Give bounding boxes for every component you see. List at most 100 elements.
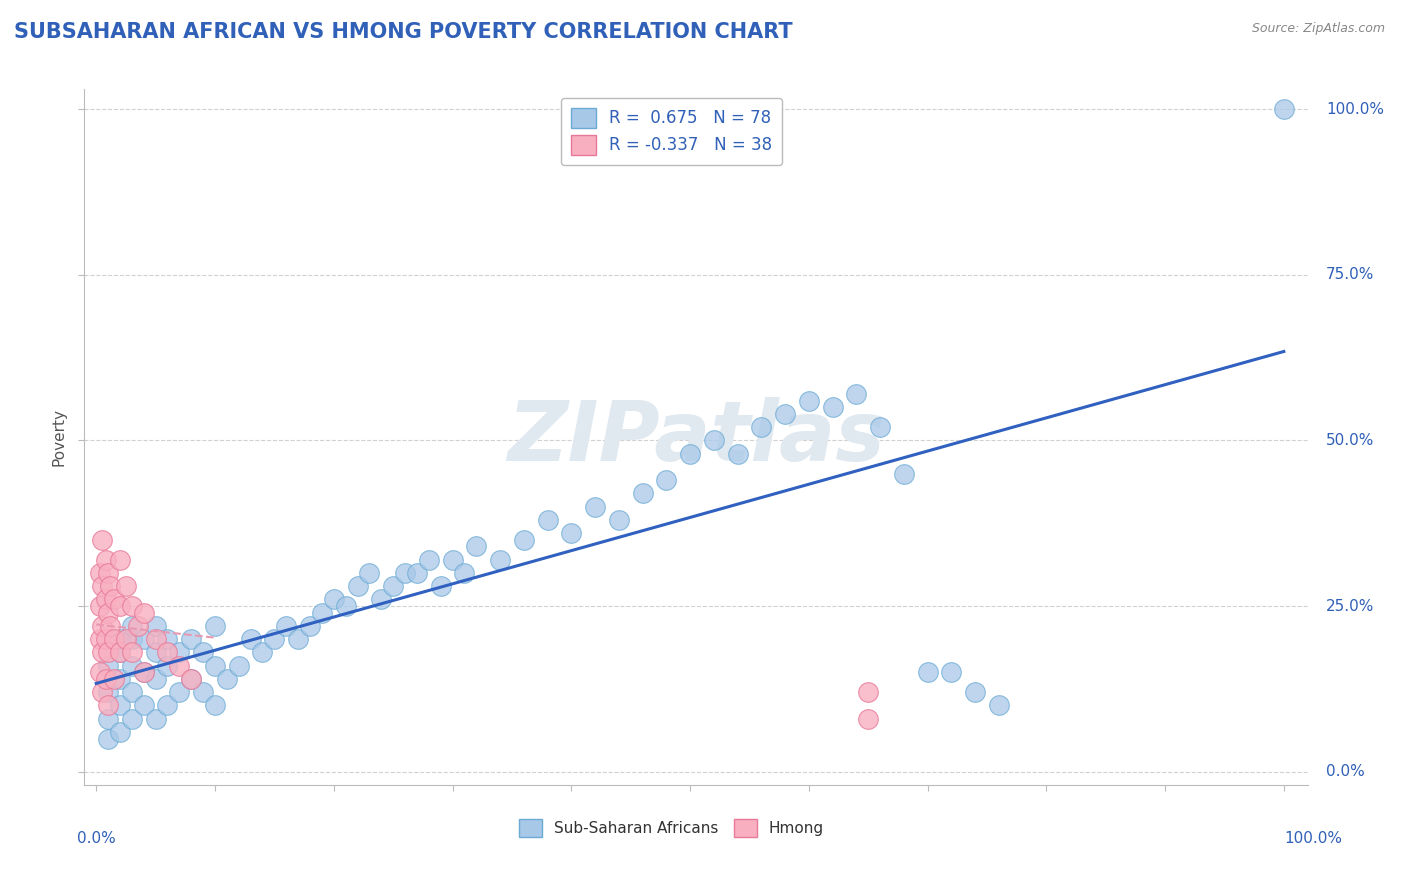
Point [845, 387, 868, 401]
Point [180, 672, 202, 686]
Point [145, 619, 167, 633]
Point [382, 579, 405, 593]
Point [252, 645, 274, 659]
Point [679, 447, 702, 461]
Point [156, 645, 179, 659]
Point [94, 632, 117, 647]
Point [453, 566, 475, 580]
Point [145, 632, 167, 647]
Point [204, 658, 226, 673]
Point [91, 619, 114, 633]
Point [121, 619, 143, 633]
Point [180, 672, 202, 686]
Point [169, 658, 191, 673]
Point [121, 658, 143, 673]
Point [311, 606, 333, 620]
Point [145, 672, 167, 686]
Point [893, 467, 915, 481]
Point [797, 393, 820, 408]
Point [132, 698, 155, 713]
Point [418, 552, 440, 566]
Point [429, 579, 451, 593]
Point [103, 672, 125, 686]
Point [108, 552, 131, 566]
Point [941, 665, 963, 680]
Point [287, 632, 309, 647]
Point [513, 533, 536, 547]
Point [97, 698, 120, 713]
Point [97, 712, 120, 726]
Point [370, 592, 392, 607]
Point [97, 606, 120, 620]
Point [465, 540, 488, 554]
Point [97, 685, 120, 699]
Point [121, 645, 143, 659]
Point [94, 592, 117, 607]
Point [156, 632, 179, 647]
Point [489, 552, 512, 566]
Point [169, 645, 191, 659]
Point [103, 632, 125, 647]
Text: ZIPatlas: ZIPatlas [508, 397, 884, 477]
Text: 75.0%: 75.0% [1326, 268, 1374, 282]
Text: 100.0%: 100.0% [1285, 831, 1343, 846]
Y-axis label: Poverty: Poverty [52, 408, 67, 467]
Point [963, 685, 986, 699]
Point [132, 665, 155, 680]
Text: 0.0%: 0.0% [1326, 764, 1365, 780]
Point [89, 632, 111, 647]
Point [655, 473, 678, 487]
Point [108, 632, 131, 647]
Point [322, 592, 344, 607]
Point [89, 566, 111, 580]
Point [91, 533, 114, 547]
Point [276, 619, 298, 633]
Point [406, 566, 429, 580]
Point [132, 665, 155, 680]
Point [94, 672, 117, 686]
Point [100, 619, 122, 633]
Point [108, 725, 131, 739]
Point [917, 665, 939, 680]
Point [108, 645, 131, 659]
Point [335, 599, 357, 613]
Point [298, 619, 321, 633]
Point [263, 632, 285, 647]
Text: 0.0%: 0.0% [77, 831, 117, 846]
Point [987, 698, 1010, 713]
Point [359, 566, 381, 580]
Point [560, 526, 582, 541]
Point [169, 685, 191, 699]
Point [89, 665, 111, 680]
Point [97, 566, 120, 580]
Point [856, 712, 879, 726]
Point [156, 658, 179, 673]
Text: 100.0%: 100.0% [1326, 102, 1384, 117]
Point [132, 606, 155, 620]
Point [89, 599, 111, 613]
Point [115, 632, 138, 647]
Point [91, 645, 114, 659]
Text: 25.0%: 25.0% [1326, 599, 1374, 614]
Point [228, 658, 250, 673]
Point [191, 685, 214, 699]
Point [108, 672, 131, 686]
Point [108, 599, 131, 613]
Point [821, 401, 844, 415]
Point [346, 579, 368, 593]
Point [97, 731, 120, 746]
Point [869, 420, 891, 434]
Point [91, 685, 114, 699]
Point [536, 513, 558, 527]
Point [204, 619, 226, 633]
Point [703, 434, 725, 448]
Point [749, 420, 772, 434]
Point [97, 658, 120, 673]
Text: Source: ZipAtlas.com: Source: ZipAtlas.com [1251, 22, 1385, 36]
Point [91, 579, 114, 593]
Point [856, 685, 879, 699]
Point [108, 645, 131, 659]
Point [97, 645, 120, 659]
Point [156, 698, 179, 713]
Point [607, 513, 630, 527]
